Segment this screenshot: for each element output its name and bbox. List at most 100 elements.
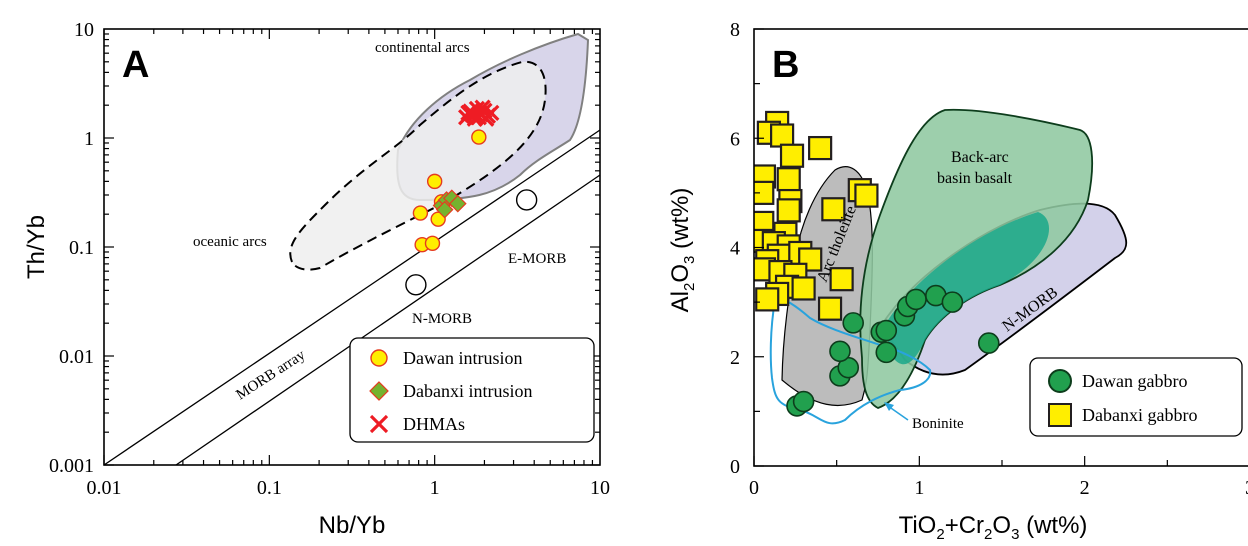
data-point-dhmas-stroke-2 <box>470 109 487 126</box>
reference-point-e-morb <box>515 189 538 211</box>
panel-b-plot-area <box>754 108 1128 425</box>
data-point-dabanxi-gabbro <box>829 267 854 292</box>
panel-b-y-tick-label: 4 <box>730 238 740 260</box>
panel-b-x-tick-label: 1 <box>914 477 924 499</box>
data-point-dabanxi-intrusion <box>448 194 467 213</box>
reference-point-n-morb <box>405 274 427 296</box>
label-n-morb: N-MORB <box>412 311 472 327</box>
label-e-morb: E-MORB <box>508 251 566 267</box>
panel-a-y-tick-label: 10 <box>74 19 94 41</box>
panel-b-series <box>754 110 1000 417</box>
data-point-dhmas <box>478 110 495 127</box>
data-point-dawan-gabbro <box>842 312 865 334</box>
data-point-dhmas <box>463 106 481 123</box>
data-point-dabanxi-gabbro <box>808 135 833 161</box>
legend-label-dhmas: DHMAs <box>403 414 465 434</box>
panel-label-a: A <box>122 44 149 86</box>
panel-b-x-axis-title: TiO2+Cr2O3 (wt%) <box>899 512 1088 543</box>
data-point-dabanxi-gabbro <box>779 143 805 168</box>
panel-a-legend-box <box>349 337 595 443</box>
panel-a-x-tick-label: 0.01 <box>87 477 122 499</box>
boninite-pointer-arrow <box>884 402 894 411</box>
data-point-dawan-gabbro <box>792 390 815 413</box>
panel-b-legend: Dawan gabbro Dabanxi gabbro <box>1029 357 1243 437</box>
panel-a-series <box>405 99 538 296</box>
data-point-dawan-intrusion <box>430 211 446 227</box>
data-point-dawan-intrusion <box>471 129 487 145</box>
panel-a-x-tick-label: 10 <box>590 477 610 499</box>
boninite-pointer-line <box>887 405 909 421</box>
data-point-dawan-gabbro <box>875 341 898 364</box>
morb-array-lower-line <box>175 174 600 465</box>
data-point-dabanxi-gabbro <box>776 167 801 192</box>
panel-b-legend-box <box>1029 357 1243 437</box>
panel-a-y-tick-label: 0.01 <box>59 346 94 368</box>
label-boninite: Boninite <box>912 416 964 432</box>
data-point-dabanxi-gabbro <box>755 287 780 312</box>
panel-b: Back-arc basin basalt Arc tholeiite N-MO… <box>667 19 1248 543</box>
panel-b-x-tick-label: 2 <box>1080 477 1090 499</box>
panel-b-x-tick-label: 0 <box>749 477 759 499</box>
panel-b-ticks: 0 1 2 3 0 2 4 6 8 <box>730 19 1248 499</box>
panel-b-y-tick-label: 6 <box>730 128 740 150</box>
data-point-dabanxi-gabbro <box>821 197 846 222</box>
panel-b-y-tick-label: 0 <box>730 456 740 478</box>
panel-a-y-tick-label: 1 <box>84 128 94 150</box>
data-point-dhmas-stroke-2 <box>474 99 491 116</box>
legend-label-dawan-gabbro: Dawan gabbro <box>1082 371 1187 391</box>
panel-b-y-tick-label: 8 <box>730 19 740 41</box>
data-point-dabanxi-gabbro <box>791 276 816 301</box>
legend-marker-dabanxi-gabbro <box>1048 403 1072 427</box>
legend-marker-dawan-gabbro <box>1048 369 1072 393</box>
panel-b-y-tick-label: 2 <box>730 347 740 369</box>
panel-a-x-tick-label: 1 <box>430 477 440 499</box>
data-point-dawan-gabbro <box>941 291 964 313</box>
back-arc-n-morb-overlap <box>886 212 1050 365</box>
data-point-dhmas-stroke-2 <box>463 106 481 123</box>
label-back-arc-line-2: basin basalt <box>937 170 1013 187</box>
legend-marker-dhmas <box>369 414 389 434</box>
panel-b-legend-entries: Dawan gabbro Dabanxi gabbro <box>1048 369 1197 427</box>
data-point-dabanxi-intrusion <box>435 200 454 219</box>
panel-a-y-tick-label: 0.1 <box>69 237 94 259</box>
data-point-dabanxi-gabbro <box>770 123 795 148</box>
legend-label-dabanxi-gabbro: Dabanxi gabbro <box>1082 405 1197 425</box>
panel-a-plot-area <box>104 32 600 465</box>
label-continental-arcs: continental arcs <box>375 40 470 56</box>
boninite-field <box>769 297 932 425</box>
panel-a-y-tick-label: 0.001 <box>49 455 94 477</box>
label-oceanic-arcs: oceanic arcs <box>193 234 267 250</box>
panel-a-legend: Dawan intrusion Dabanxi intrusion DHMAs <box>349 337 595 443</box>
data-point-dabanxi-gabbro <box>754 180 775 205</box>
data-point-dawan-intrusion <box>424 235 441 252</box>
data-point-dawan-gabbro <box>905 288 927 311</box>
morb-array-upper-line <box>104 129 600 465</box>
panel-label-b: B <box>772 44 799 86</box>
label-back-arc-line-1: Back-arc <box>951 149 1009 166</box>
data-point-dawan-gabbro <box>875 319 898 342</box>
data-point-dawan-intrusion <box>412 205 429 221</box>
data-point-dawan-gabbro <box>977 332 1000 354</box>
data-point-dabanxi-gabbro <box>817 296 843 321</box>
data-point-dhmas-stroke-2 <box>478 110 495 127</box>
data-point-dawan-gabbro <box>829 340 851 363</box>
panel-a-legend-entries: Dawan intrusion Dabanxi intrusion DHMAs <box>369 348 532 434</box>
panel-b-x-tick-label: 3 <box>1245 477 1248 499</box>
legend-marker-dhmas-stroke-2 <box>369 414 389 434</box>
legend-marker-dawan-intrusion <box>370 349 388 367</box>
legend-label-dawan-intrusion: Dawan intrusion <box>403 348 522 368</box>
data-point-dabanxi-gabbro <box>854 183 879 208</box>
panel-a-x-tick-label: 0.1 <box>257 477 282 499</box>
panel-a-x-axis-title: Nb/Yb <box>319 512 386 539</box>
panel-a-y-axis-title: Th/Yb <box>23 215 50 279</box>
panel-a: continental arcs oceanic arcs MORB array… <box>23 19 610 539</box>
legend-label-dabanxi-intrusion: Dabanxi intrusion <box>403 381 532 401</box>
label-morb-array: MORB array <box>233 347 308 404</box>
data-point-dabanxi-gabbro <box>776 198 801 223</box>
panel-b-y-axis-title: Al2O3 (wt%) <box>667 188 698 313</box>
data-point-dhmas <box>474 99 491 116</box>
data-point-dawan-intrusion <box>426 173 443 190</box>
legend-marker-dabanxi-intrusion <box>369 381 389 401</box>
